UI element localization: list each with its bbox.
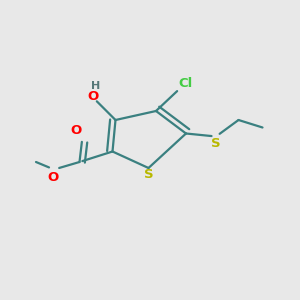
Text: O: O [47, 171, 58, 184]
Text: H: H [91, 81, 100, 91]
Text: O: O [87, 89, 99, 103]
Text: O: O [70, 124, 82, 137]
Text: Cl: Cl [178, 77, 193, 90]
Text: S: S [211, 136, 221, 150]
Text: S: S [144, 168, 153, 181]
